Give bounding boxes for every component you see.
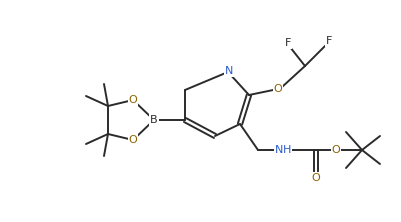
- Text: F: F: [285, 38, 291, 48]
- Text: N: N: [225, 66, 233, 76]
- Text: O: O: [129, 135, 138, 145]
- Text: B: B: [150, 115, 158, 125]
- Text: N: N: [275, 145, 283, 155]
- Text: O: O: [332, 145, 340, 155]
- Text: O: O: [129, 95, 138, 105]
- Text: O: O: [312, 173, 320, 183]
- Text: F: F: [326, 36, 332, 46]
- Text: H: H: [283, 145, 291, 155]
- Text: O: O: [273, 84, 282, 94]
